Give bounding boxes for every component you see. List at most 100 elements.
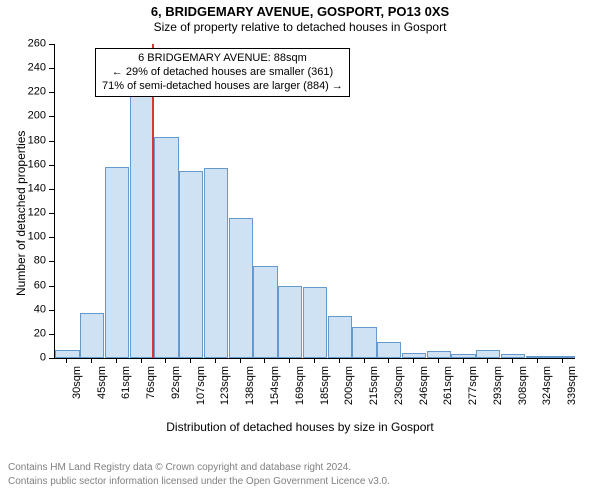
annotation-line2: ← 29% of detached houses are smaller (36… <box>102 66 343 80</box>
x-tick-label: 324sqm <box>542 366 553 416</box>
y-tick-mark <box>49 116 54 117</box>
histogram-bar <box>253 266 277 358</box>
histogram-bar <box>105 167 129 358</box>
histogram-bar <box>377 342 401 358</box>
x-tick-label: 92sqm <box>171 366 182 416</box>
x-tick-mark <box>364 358 365 363</box>
y-tick-label: 160 <box>28 159 46 170</box>
x-tick-mark <box>388 358 389 363</box>
x-tick-mark <box>487 358 488 363</box>
histogram-bar <box>179 171 203 358</box>
histogram-bar <box>427 351 451 358</box>
footnote-line1: Contains HM Land Registry data © Crown c… <box>8 462 351 475</box>
x-axis-label: Distribution of detached houses by size … <box>0 420 600 434</box>
x-tick-mark <box>537 358 538 363</box>
x-tick-label: 123sqm <box>220 366 231 416</box>
x-tick-label: 200sqm <box>344 366 355 416</box>
x-tick-mark <box>264 358 265 363</box>
y-tick-mark <box>49 310 54 311</box>
y-tick-label: 240 <box>28 63 46 74</box>
plot-area: 6 BRIDGEMARY AVENUE: 88sqm← 29% of detac… <box>54 44 575 359</box>
x-tick-mark <box>141 358 142 363</box>
x-tick-mark <box>91 358 92 363</box>
x-tick-mark <box>463 358 464 363</box>
y-tick-mark <box>49 358 54 359</box>
x-tick-mark <box>314 358 315 363</box>
y-tick-mark <box>49 286 54 287</box>
y-tick-label: 260 <box>28 39 46 50</box>
histogram-bar <box>550 356 574 358</box>
y-tick-mark <box>49 44 54 45</box>
x-tick-mark <box>116 358 117 363</box>
histogram-bar <box>229 218 253 358</box>
y-tick-label: 100 <box>28 232 46 243</box>
x-tick-mark <box>339 358 340 363</box>
x-tick-label: 246sqm <box>419 366 430 416</box>
x-tick-mark <box>66 358 67 363</box>
x-tick-label: 215sqm <box>369 366 380 416</box>
histogram-bar <box>204 168 228 358</box>
histogram-bar <box>80 313 104 358</box>
x-tick-mark <box>562 358 563 363</box>
y-tick-label: 0 <box>40 353 46 364</box>
annotation-box: 6 BRIDGEMARY AVENUE: 88sqm← 29% of detac… <box>95 48 350 97</box>
y-tick-label: 220 <box>28 87 46 98</box>
x-tick-label: 30sqm <box>72 366 83 416</box>
histogram-bar <box>154 137 178 358</box>
y-tick-mark <box>49 165 54 166</box>
x-tick-label: 308sqm <box>518 366 529 416</box>
y-tick-mark <box>49 68 54 69</box>
histogram-bar <box>352 327 376 358</box>
y-tick-label: 180 <box>28 135 46 146</box>
histogram-bar <box>451 354 475 358</box>
x-tick-mark <box>190 358 191 363</box>
y-tick-label: 20 <box>34 328 46 339</box>
y-tick-label: 120 <box>28 208 46 219</box>
x-tick-mark <box>512 358 513 363</box>
x-tick-label: 76sqm <box>146 366 157 416</box>
y-tick-label: 200 <box>28 111 46 122</box>
x-tick-label: 138sqm <box>245 366 256 416</box>
histogram-bar <box>130 95 154 358</box>
x-tick-mark <box>438 358 439 363</box>
histogram-bar <box>278 286 302 358</box>
x-tick-mark <box>289 358 290 363</box>
x-tick-label: 107sqm <box>196 366 207 416</box>
y-tick-label: 80 <box>34 256 46 267</box>
annotation-line3: 71% of semi-detached houses are larger (… <box>102 80 343 94</box>
histogram-bar <box>526 356 550 358</box>
y-tick-mark <box>49 141 54 142</box>
footnote-line2: Contains public sector information licen… <box>8 476 390 489</box>
x-tick-mark <box>240 358 241 363</box>
x-tick-label: 339sqm <box>567 366 578 416</box>
y-tick-mark <box>49 213 54 214</box>
chart-subtitle: Size of property relative to detached ho… <box>0 20 600 36</box>
chart-title: 6, BRIDGEMARY AVENUE, GOSPORT, PO13 0XS <box>0 0 600 20</box>
y-axis-label: Number of detached properties <box>14 131 28 296</box>
y-tick-label: 60 <box>34 280 46 291</box>
y-tick-mark <box>49 189 54 190</box>
x-tick-mark <box>215 358 216 363</box>
y-tick-mark <box>49 237 54 238</box>
x-tick-label: 154sqm <box>270 366 281 416</box>
y-tick-label: 140 <box>28 183 46 194</box>
y-tick-mark <box>49 334 54 335</box>
y-tick-label: 40 <box>34 304 46 315</box>
x-tick-label: 45sqm <box>97 366 108 416</box>
histogram-bar <box>303 287 327 358</box>
histogram-bar <box>328 316 352 358</box>
histogram-bar <box>476 350 500 358</box>
x-tick-label: 277sqm <box>468 366 479 416</box>
x-tick-label: 230sqm <box>394 366 405 416</box>
x-tick-mark <box>413 358 414 363</box>
x-tick-mark <box>165 358 166 363</box>
y-tick-mark <box>49 261 54 262</box>
y-tick-mark <box>49 92 54 93</box>
x-tick-label: 185sqm <box>320 366 331 416</box>
x-tick-label: 169sqm <box>295 366 306 416</box>
histogram-bar <box>55 350 79 358</box>
x-tick-label: 293sqm <box>493 366 504 416</box>
x-tick-label: 61sqm <box>121 366 132 416</box>
annotation-line1: 6 BRIDGEMARY AVENUE: 88sqm <box>102 52 343 66</box>
x-tick-label: 261sqm <box>443 366 454 416</box>
